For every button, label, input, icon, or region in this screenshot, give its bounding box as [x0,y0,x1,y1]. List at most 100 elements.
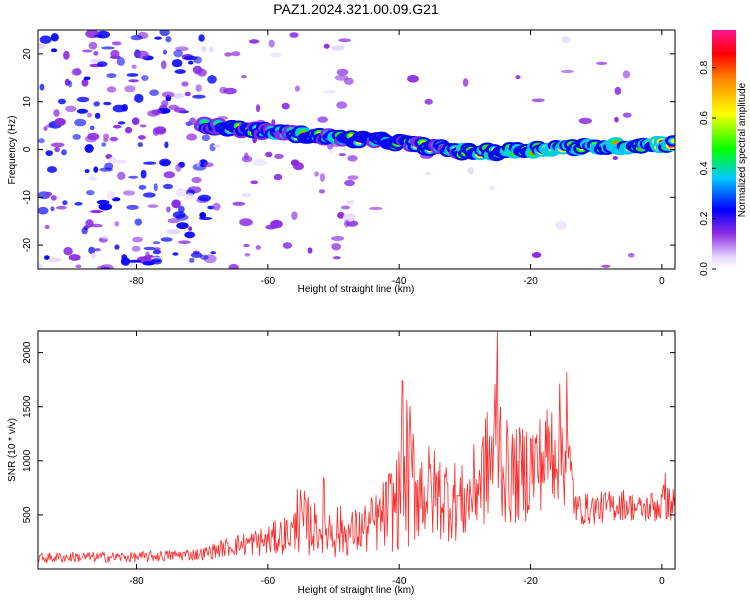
heatmap-cell [188,226,193,231]
heatmap-cell [314,171,319,177]
colorbar: 0.0 0.2 0.4 0.6 0.8 Normalized spectral ampl… [699,30,748,276]
heatmap-cell [407,75,419,83]
heatmap-cell [103,101,112,106]
heatmap-cell [76,108,88,114]
heatmap-cell [561,36,570,44]
heatmap-cell [45,150,53,157]
heatmap-cell [596,61,608,65]
heatmap-cell [294,85,300,92]
y-tick-label: 2000 [22,341,33,364]
heatmap-cell [117,121,126,125]
heatmap-cell [82,49,93,53]
heatmap-cell [75,264,82,269]
heatmap-cell [73,67,81,75]
heatmap-cell [274,153,284,159]
heatmap-cell [336,101,348,109]
heatmap-cell [307,247,313,254]
heatmap-cell [93,51,99,56]
heatmap-cell [141,75,149,81]
heatmap-cell [125,126,133,134]
heatmap-cell [63,247,73,256]
heatmap-cell [89,125,95,131]
colorbar-tick-label: 0.0 [699,262,710,276]
heatmap-cell [239,218,253,227]
heatmap-cell [228,264,239,269]
heatmap-cell [136,50,149,59]
heatmap-cell [84,144,94,153]
heatmap-cell [178,205,185,214]
colorbar-tick-label: 0.8 [699,60,710,74]
heatmap-cell [322,89,336,94]
heatmap-cell [368,206,383,211]
heatmap-cell [128,175,139,179]
heatmap-cell [114,159,127,164]
heatmap-cell [347,155,358,162]
heatmap-cell [126,204,139,210]
heatmap-cell [137,142,143,148]
heatmap-cell [272,220,280,227]
heatmap-cell [161,60,167,70]
heatmap-cell [46,166,58,173]
heatmap-cell [142,192,156,198]
heatmap-cell [171,59,183,68]
heatmap-cell [173,107,186,113]
heatmap-cell [138,135,146,140]
heatmap-cell [103,133,110,140]
heatmap-cell [88,246,96,255]
heatmap-cell [45,191,52,197]
heatmap-cell [102,235,109,240]
heatmap-cells [38,30,675,269]
heatmap-cell [196,159,201,167]
heatmap-cell [112,124,122,129]
x-tick-label: -20 [523,276,538,287]
heatmap-cell [289,32,299,38]
colorbar-label: Normalized spectral amplitude [737,82,748,217]
heatmap-cell [203,162,214,168]
heatmap-cell [164,141,169,149]
heatmap-cell [38,206,49,215]
heatmap-cell [68,80,73,88]
heatmap-cell [201,134,211,142]
heatmap-cell [614,116,619,123]
heatmap-cell [223,87,237,95]
heatmap-cell [106,191,116,200]
heatmap-cell [210,251,216,255]
heatmap-cell [337,212,345,219]
heatmap-cell [106,86,117,93]
heatmap-cell [38,263,44,269]
heatmap-cell [56,205,67,210]
heatmap-cell [50,195,57,201]
heatmap-cell [122,190,136,196]
heatmap-cell [161,100,169,107]
x-tick-label: -60 [261,276,276,287]
heatmap-cell [253,158,267,167]
heatmap-cell [282,242,293,249]
heatmap-cell [318,189,325,194]
colorbar-scale [712,30,736,269]
heatmap-cell [74,202,83,206]
heatmap-cell [268,39,275,48]
x-tick-label: -40 [392,576,407,587]
heatmap-cell [134,93,144,103]
heatmap-cell [160,237,173,242]
heatmap-cell [186,133,198,141]
heatmap-cell [111,41,122,46]
heatmap-cell [291,211,298,220]
y-tick-label: 10 [22,96,33,108]
heatmap-cell [171,199,181,209]
heatmap-cell [425,171,431,176]
heatmap-cell [130,34,143,41]
heatmap-cell [250,180,259,185]
heatmap-cell [213,144,221,148]
heatmap-cell [207,75,217,84]
heatmap-cell [38,138,45,144]
heatmap-cell [176,222,189,230]
heatmap-cell [340,205,351,210]
heatmap-cell [265,151,273,158]
heatmap-cell [39,83,45,91]
heatmap-cell [330,236,345,241]
heatmap-cell [347,175,359,180]
heatmap-cell [114,221,120,227]
heatmap-cell [44,255,50,260]
